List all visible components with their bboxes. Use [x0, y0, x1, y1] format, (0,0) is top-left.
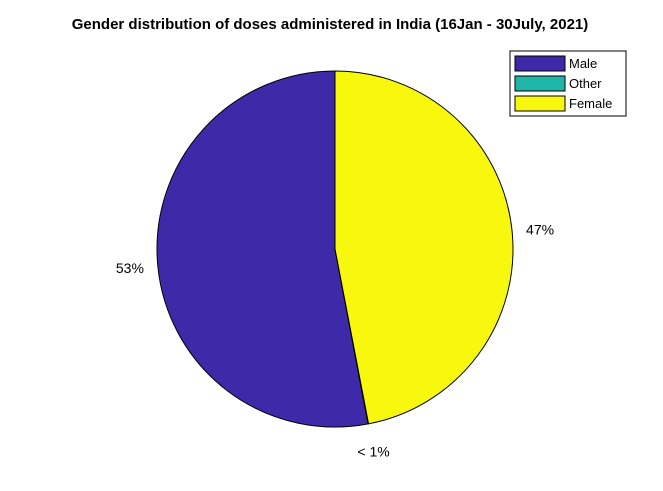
legend: Male Other Female [509, 50, 627, 117]
legend-label-male: Male [569, 56, 597, 71]
pie-labels: 53% < 1% 47% [116, 221, 554, 459]
pie-label-other: < 1% [357, 443, 389, 459]
legend-swatch-other [514, 75, 566, 92]
pie-label-male: 53% [116, 260, 144, 276]
legend-label-female: Female [569, 96, 612, 111]
pie-slice-male [156, 70, 369, 428]
legend-swatch-male [514, 55, 566, 72]
legend-swatch-female [514, 95, 566, 112]
chart-title: Gender distribution of doses administere… [72, 16, 589, 33]
legend-label-other: Other [569, 76, 602, 91]
pie-label-female: 47% [526, 221, 554, 237]
pie-slice-female [334, 70, 514, 425]
pie-slices [156, 70, 514, 428]
legend-items: Male Other Female [514, 55, 612, 112]
